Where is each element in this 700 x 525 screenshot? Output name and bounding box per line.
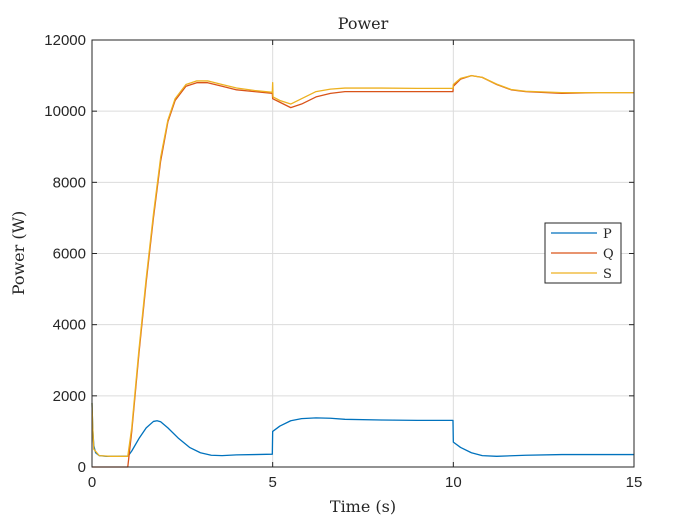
- x-tick-label: 15: [626, 474, 643, 491]
- y-tick-label: 0: [78, 459, 86, 476]
- legend-label-p: P: [603, 227, 612, 242]
- axis-ticks: 0 5 10 15 0 2000 4000 6000 8000 10000 12000: [44, 32, 642, 491]
- x-tick-label: 0: [88, 474, 96, 491]
- legend-label-q: Q: [603, 247, 614, 262]
- series-line-s: [91, 74, 634, 457]
- chart-title: Power: [338, 14, 389, 33]
- y-tick-label: 2000: [53, 388, 86, 405]
- y-tick-label: 8000: [53, 174, 86, 191]
- y-tick-label: 4000: [53, 317, 86, 334]
- y-tick-label: 6000: [53, 246, 86, 263]
- legend-label-s: S: [603, 267, 612, 282]
- series-lines: [91, 74, 634, 468]
- x-tick-label: 5: [268, 474, 276, 491]
- y-axis-label: Power (W): [9, 211, 28, 296]
- legend: PQS: [544, 222, 622, 284]
- y-tick-label: 12000: [44, 32, 86, 49]
- grid-lines: [92, 40, 634, 467]
- x-axis-label: Time (s): [330, 497, 396, 516]
- x-tick-label: 10: [445, 474, 462, 491]
- y-tick-label: 10000: [44, 103, 86, 120]
